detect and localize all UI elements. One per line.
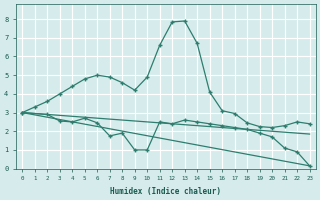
X-axis label: Humidex (Indice chaleur): Humidex (Indice chaleur) [110,187,221,196]
